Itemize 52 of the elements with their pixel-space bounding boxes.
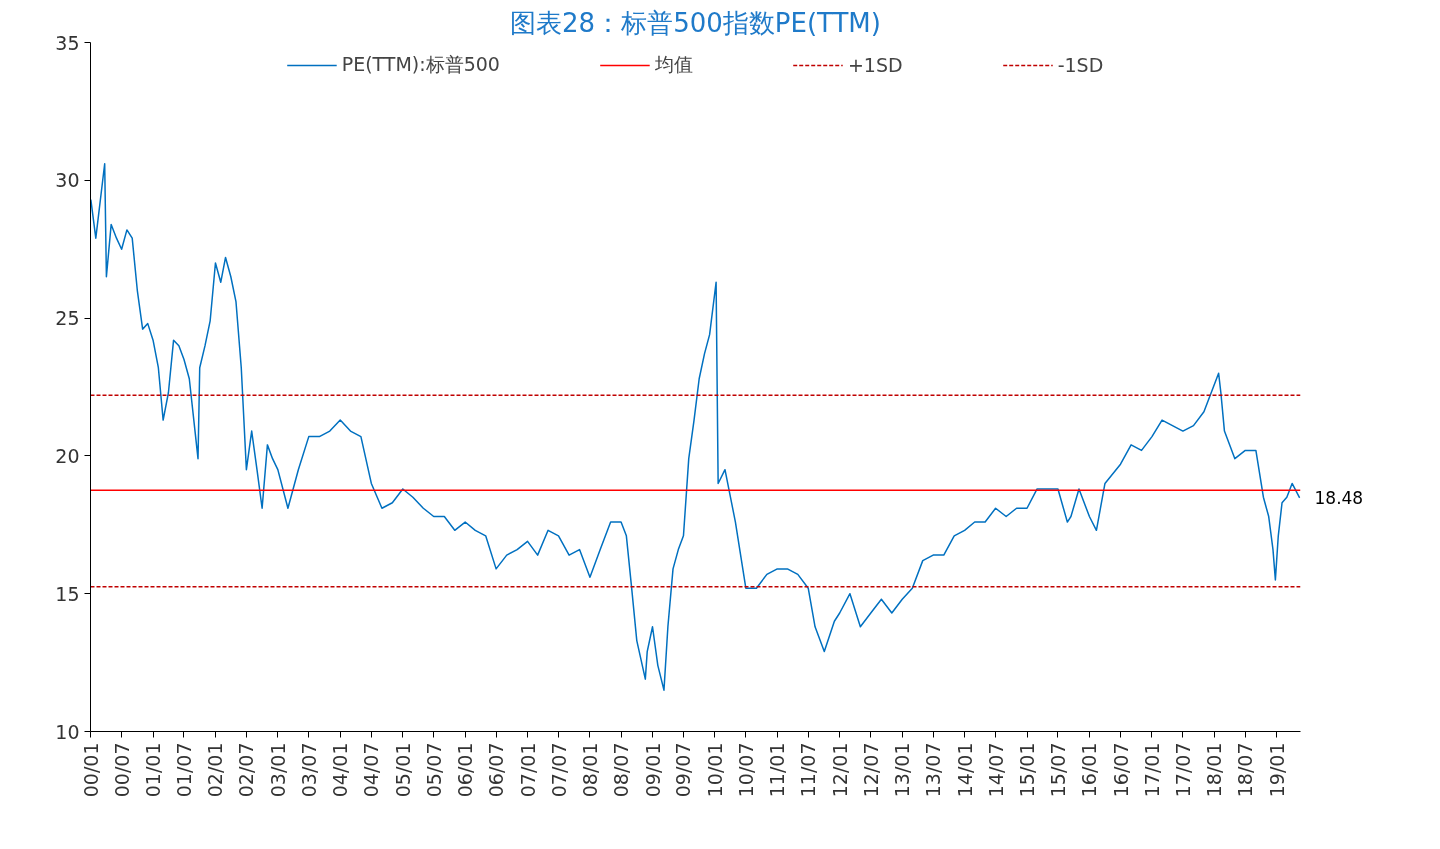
x-tick-label: 09/07 bbox=[672, 742, 695, 798]
x-tick-label: 15/07 bbox=[1046, 742, 1069, 798]
x-tick-label: 16/07 bbox=[1109, 742, 1132, 798]
x-tick-label: 07/01 bbox=[516, 742, 539, 798]
x-tick-label: 13/01 bbox=[891, 742, 914, 798]
legend-label: -1SD bbox=[1057, 54, 1104, 76]
y-tick-label: 15 bbox=[55, 582, 80, 605]
x-tick-label: 11/01 bbox=[766, 742, 789, 798]
y-tick-label: 20 bbox=[55, 444, 80, 467]
x-tick-label: 17/07 bbox=[1171, 742, 1194, 798]
x-tick-label: 07/07 bbox=[547, 742, 570, 798]
x-tick-label: 09/01 bbox=[641, 742, 664, 798]
annotation: 18.48 bbox=[1314, 488, 1364, 509]
legend-label: PE(TTM):标普500 bbox=[341, 52, 500, 77]
line-series bbox=[90, 163, 1301, 691]
x-tick-label: 04/01 bbox=[329, 742, 352, 798]
x-tick-label: 01/07 bbox=[173, 742, 195, 798]
x-tick-label: 08/07 bbox=[610, 742, 633, 798]
legend-label: +1SD bbox=[847, 54, 903, 76]
x-tick-label: 03/01 bbox=[266, 742, 289, 798]
x-tick-label: 10/01 bbox=[703, 742, 726, 798]
x-tick-label: 18/01 bbox=[1203, 742, 1226, 798]
x-tick-label: 18/07 bbox=[1234, 742, 1257, 798]
x-tick-label: 14/01 bbox=[953, 742, 976, 798]
x-tick-label: 06/01 bbox=[454, 742, 477, 798]
x-tick-label: 05/01 bbox=[391, 742, 414, 798]
y-tick-label: 30 bbox=[55, 169, 80, 192]
x-tick-label: 02/01 bbox=[204, 742, 227, 798]
x-tick-label: 12/01 bbox=[828, 742, 851, 798]
x-tick-label: 04/07 bbox=[360, 742, 383, 798]
y-tick-label: 10 bbox=[55, 720, 80, 743]
x-tick-label: 02/07 bbox=[235, 742, 258, 798]
y-tick-label: 35 bbox=[55, 31, 80, 54]
x-tick-label: 00/01 bbox=[79, 742, 102, 798]
x-tick-label: 11/07 bbox=[797, 742, 820, 798]
chart-title: 图表28：标普500指数PE(TTM) bbox=[510, 7, 881, 38]
y-tick-label: 25 bbox=[55, 307, 80, 330]
x-tick-label: 15/01 bbox=[1016, 742, 1039, 798]
x-tick-label: 03/07 bbox=[297, 742, 320, 798]
x-tick-label: 10/07 bbox=[734, 742, 757, 798]
x-tick-label: 05/07 bbox=[422, 742, 445, 798]
legend-label: 均值 bbox=[654, 52, 693, 77]
x-tick-label: 17/01 bbox=[1140, 742, 1163, 798]
x-tick-label: 00/07 bbox=[110, 742, 133, 798]
x-tick-label: 13/07 bbox=[922, 742, 945, 798]
x-tick-label: 14/07 bbox=[984, 742, 1007, 798]
x-tick-label: 16/01 bbox=[1078, 742, 1101, 798]
x-tick-label: 06/07 bbox=[485, 742, 508, 798]
x-tick-label: 08/01 bbox=[578, 742, 601, 798]
x-tick-label: 12/07 bbox=[859, 742, 882, 798]
x-tick-label: 19/01 bbox=[1265, 742, 1288, 798]
x-tick-label: 01/01 bbox=[142, 742, 165, 798]
